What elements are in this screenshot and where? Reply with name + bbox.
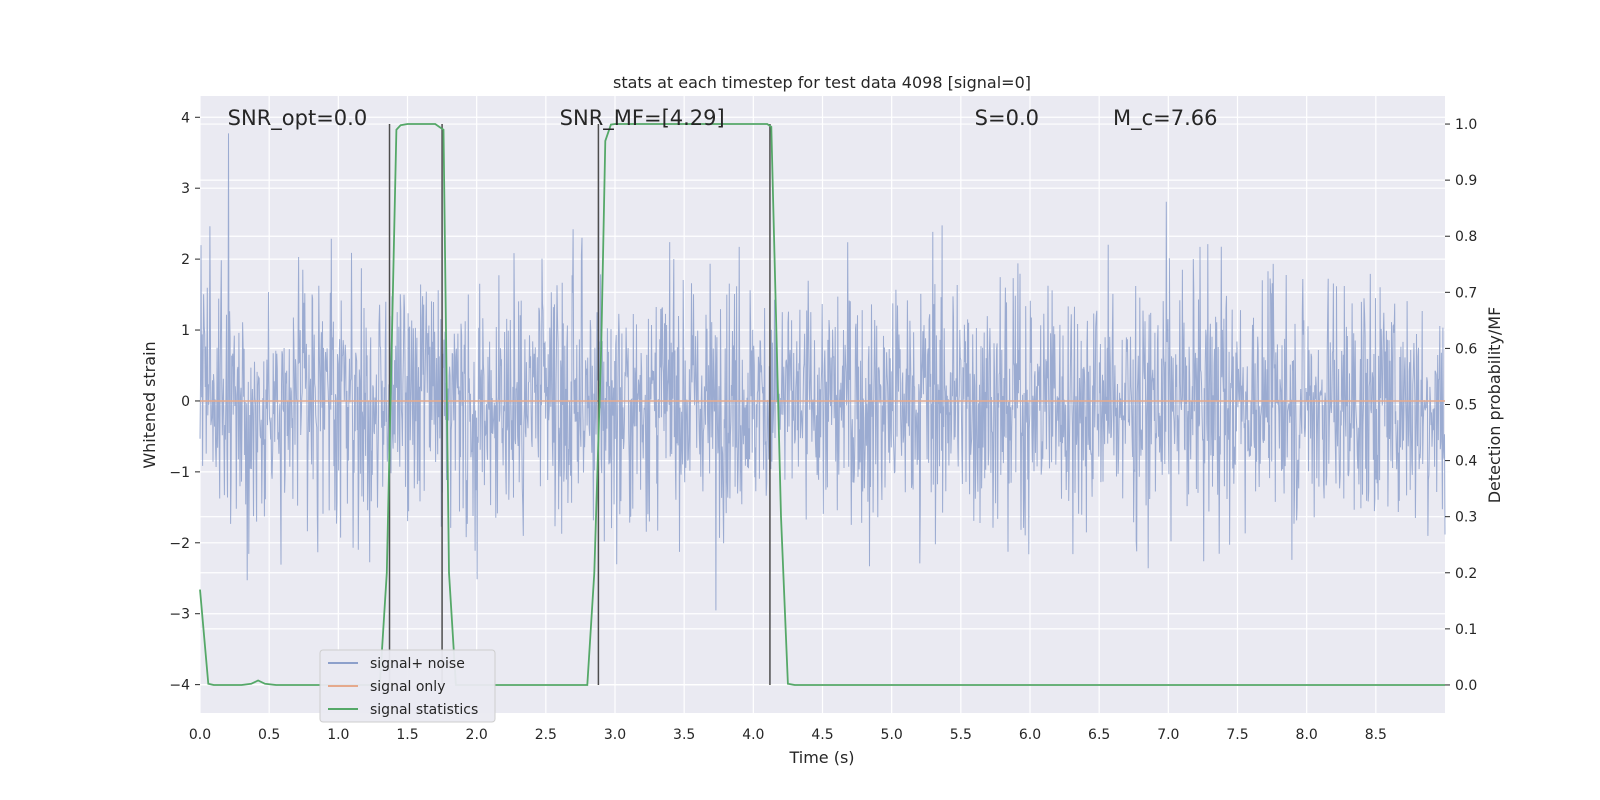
annotation-text: SNR_opt=0.0 [228,106,368,131]
y-tick-label-left: −2 [169,536,190,552]
y-tick-label-right: 0.5 [1455,398,1477,414]
y-tick-label-left: −4 [169,678,190,694]
left-axis-ticks: 4 3 2 1 0 −1 −2 −3 −4 [169,110,200,694]
x-tick-label: 8.0 [1296,727,1318,743]
annotation-text: SNR_MF=[4.29] [560,106,725,131]
x-tick-label: 2.0 [466,727,488,743]
signal-statistics-line [199,123,1445,686]
annotation-text: M_c=7.66 [1113,106,1218,131]
x-tick-label: 5.5 [950,727,972,743]
y-axis-label-left: Whitened strain [140,341,159,468]
y-tick-label-right: 0.9 [1455,173,1477,189]
y-tick-label-left: 4 [181,110,190,126]
legend-label-noise: signal+ noise [370,656,465,672]
x-tick-label: 1.5 [396,727,418,743]
y-tick-label-right: 0.2 [1455,566,1477,582]
annotation-text: S=0.0 [975,106,1039,130]
legend: signal+ noise signal only signal statist… [319,649,496,723]
x-tick-label: 3.0 [604,727,626,743]
y-tick-label-right: 0.8 [1455,229,1477,245]
legend-box [319,649,496,723]
x-tick-label: 4.5 [811,727,833,743]
x-tick-label: 3.5 [673,727,695,743]
y-tick-label-left: 1 [181,323,190,339]
x-tick-label: 6.0 [1019,727,1041,743]
noise-series [199,133,1446,611]
y-tick-label-right: 0.0 [1455,678,1477,694]
x-tick-label: 0.5 [258,727,280,743]
x-tick-label: 7.5 [1226,727,1248,743]
x-axis-label: Time (s) [788,748,854,767]
vertical-markers [388,124,771,685]
chart-title: stats at each timestep for test data 409… [613,73,1031,92]
y-tick-label-right: 0.7 [1455,285,1477,301]
x-tick-label: 8.5 [1365,727,1387,743]
x-tick-label: 4.0 [742,727,764,743]
legend-label-stats: signal statistics [370,702,478,718]
y-tick-label-right: 0.3 [1455,510,1477,526]
y-tick-label-right: 0.6 [1455,341,1477,357]
y-axis-label-right: Detection probability/MF [1485,307,1504,504]
right-axis-ticks: 1.0 0.9 0.8 0.7 0.6 0.5 0.4 0.3 0.2 0.1 0.0 [1445,117,1477,694]
annotations: SNR_opt=0.0 SNR_MF=[4.29] S=0.0 M_c=7.66 [228,106,1218,131]
x-tick-label: 0.0 [189,727,211,743]
legend-label-signal: signal only [370,679,445,695]
y-tick-label-left: −3 [169,607,190,623]
y-tick-label-left: −1 [169,465,190,481]
x-axis-ticks: 0.0 0.5 1.0 1.5 2.0 2.5 3.0 3.5 4.0 4.5 5.0 5.5 6.0 6… [189,727,1387,743]
noise-line [199,133,1446,611]
y-tick-label-left: 2 [181,252,190,268]
x-tick-label: 1.0 [327,727,349,743]
y-tick-label-left: 3 [181,181,190,197]
y-tick-label-left: 0 [181,394,190,410]
y-tick-label-right: 0.1 [1455,622,1477,638]
x-tick-label: 5.0 [881,727,903,743]
x-tick-label: 7.0 [1157,727,1179,743]
x-tick-label: 6.5 [1088,727,1110,743]
y-tick-label-right: 1.0 [1455,117,1477,133]
x-tick-label: 2.5 [535,727,557,743]
y-tick-label-right: 0.4 [1455,454,1477,470]
signal-statistics-series [199,123,1445,686]
